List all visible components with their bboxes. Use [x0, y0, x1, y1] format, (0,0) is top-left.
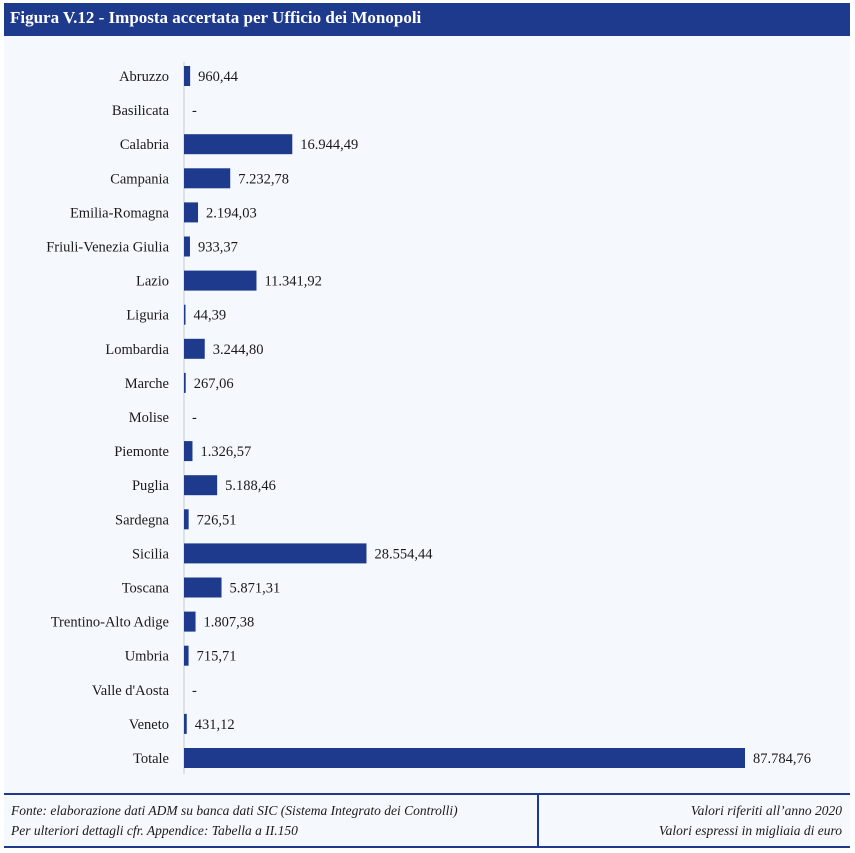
bar [184, 66, 191, 86]
data-label: 7.232,78 [238, 171, 289, 187]
footer: Fonte: elaborazione dati ADM su banca da… [4, 793, 850, 848]
category-label: Umbria [125, 649, 170, 665]
category-label: Valle d'Aosta [92, 683, 170, 699]
unit-note: Valori espressi in migliaia di euro [658, 823, 842, 838]
category-label: Abruzzo [119, 69, 169, 85]
data-label: 715,71 [197, 649, 237, 665]
detail-line: Per ulteriori dettagli cfr. Appendice: T… [11, 823, 298, 838]
category-label: Calabria [120, 137, 170, 153]
data-label: 44,39 [194, 308, 227, 324]
category-label: Liguria [126, 308, 169, 324]
bar [184, 202, 199, 223]
bar [184, 372, 186, 393]
data-label: 1.326,57 [200, 444, 251, 460]
category-label: Molise [129, 410, 169, 426]
bar [184, 236, 190, 257]
bar [184, 475, 218, 496]
bar-chart: Abruzzo 960,44 Basilicata - Calabria 16.944,4… [46, 62, 811, 774]
bar [184, 611, 196, 632]
bar [184, 509, 189, 530]
data-label: 1.807,38 [204, 615, 255, 631]
data-label: 933,37 [198, 240, 238, 256]
bar [184, 713, 187, 734]
data-label: 5.188,46 [225, 478, 276, 494]
bar [184, 645, 189, 666]
bar [184, 543, 367, 564]
year-note: Valori riferiti all’anno 2020 [690, 803, 842, 818]
category-label: Puglia [132, 478, 170, 494]
category-label: Veneto [129, 717, 169, 733]
category-label: Lombardia [105, 342, 169, 358]
bar [184, 338, 205, 359]
footer-divider [537, 795, 539, 846]
category-label: Campania [110, 171, 169, 187]
data-label: - [192, 683, 197, 699]
bar [184, 441, 193, 462]
category-label: Emilia-Romagna [70, 205, 170, 221]
category-label: Lazio [136, 274, 169, 290]
bar [184, 748, 745, 768]
data-label: 87.784,76 [753, 751, 811, 767]
category-label: Marche [125, 376, 169, 392]
data-label: - [192, 410, 197, 426]
bar [184, 577, 222, 598]
footer-notes: Valori riferiti all’anno 2020 Valori esp… [659, 801, 842, 841]
data-label: 726,51 [197, 512, 237, 528]
data-label: 3.244,80 [213, 342, 264, 358]
chart-area: Abruzzo 960,44 Basilicata - Calabria 16.944,4… [4, 36, 850, 793]
category-label: Trentino-Alto Adige [51, 615, 169, 631]
category-label: Basilicata [112, 103, 170, 119]
category-label: Totale [133, 751, 169, 767]
data-label: 5.871,31 [230, 581, 281, 597]
data-label: 28.554,44 [374, 546, 433, 562]
source-line: Fonte: elaborazione dati ADM su banca da… [11, 803, 458, 818]
bar [184, 168, 231, 189]
bar [184, 304, 186, 325]
bar [184, 270, 257, 291]
category-label: Friuli-Venezia Giulia [46, 240, 169, 256]
data-label: 431,12 [195, 717, 235, 733]
footer-source: Fonte: elaborazione dati ADM su banca da… [11, 801, 458, 841]
bar [184, 134, 293, 155]
figure-title: Figura V.12 - Imposta accertata per Uffi… [4, 3, 850, 36]
data-label: 16.944,49 [300, 137, 358, 153]
category-label: Sardegna [115, 512, 170, 528]
data-label: 960,44 [198, 69, 239, 85]
data-label: 267,06 [194, 376, 234, 392]
category-label: Toscana [122, 581, 170, 597]
data-label: 11.341,92 [264, 274, 321, 290]
data-label: - [192, 103, 197, 119]
category-label: Piemonte [114, 444, 169, 460]
category-label: Sicilia [132, 546, 170, 562]
data-label: 2.194,03 [206, 205, 257, 221]
